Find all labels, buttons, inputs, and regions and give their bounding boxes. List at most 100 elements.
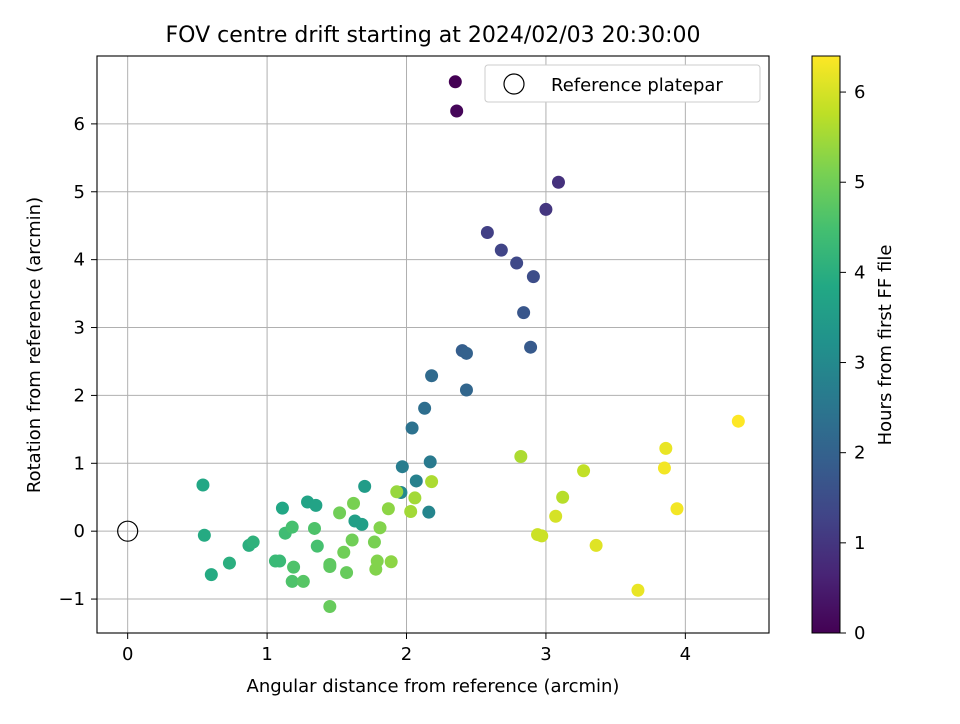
y-tick-label: 0 xyxy=(74,521,85,542)
data-point xyxy=(275,501,289,515)
data-point xyxy=(323,559,337,573)
data-point xyxy=(287,560,301,574)
data-point xyxy=(196,478,210,492)
data-point xyxy=(390,485,404,499)
data-point xyxy=(556,490,570,504)
colorbar-tick-label: 5 xyxy=(854,172,865,193)
data-point xyxy=(323,600,337,614)
data-point xyxy=(510,256,524,270)
data-point xyxy=(589,538,603,552)
colorbar-tick-label: 4 xyxy=(854,262,865,283)
data-point xyxy=(358,479,372,493)
data-point xyxy=(418,401,432,415)
colorbar-tick-label: 6 xyxy=(854,82,865,103)
legend-box xyxy=(484,64,761,103)
colorbar-tick-label: 3 xyxy=(854,353,865,374)
data-point xyxy=(526,270,540,284)
data-point xyxy=(425,475,439,489)
legend-label-reference: Reference platepar xyxy=(551,75,723,96)
x-tick-label: 3 xyxy=(540,644,551,665)
data-point xyxy=(448,75,462,89)
y-tick-label: 5 xyxy=(74,182,85,203)
colorbar-label: Hours from first FF file xyxy=(875,245,896,446)
data-point xyxy=(524,340,538,354)
data-point xyxy=(549,509,563,523)
data-point xyxy=(310,539,324,553)
data-point xyxy=(296,574,310,588)
data-point xyxy=(404,504,418,518)
data-point xyxy=(345,533,359,547)
data-point xyxy=(285,574,299,588)
data-point xyxy=(631,583,645,597)
data-point xyxy=(309,498,323,512)
x-tick-label: 0 xyxy=(122,644,133,665)
data-point xyxy=(395,460,409,474)
data-point xyxy=(480,225,494,239)
data-point xyxy=(381,502,395,516)
data-point xyxy=(425,369,439,383)
colorbar-ticks: 0 1 2 3 4 5 6 xyxy=(840,82,865,644)
data-point xyxy=(337,545,351,559)
data-point xyxy=(423,455,437,469)
data-point xyxy=(333,506,347,520)
legend-marker-reference xyxy=(503,73,525,95)
colorbar-gradient xyxy=(811,55,841,634)
data-point xyxy=(731,414,745,428)
x-tick-label: 2 xyxy=(401,644,412,665)
colorbar-tick-label: 1 xyxy=(854,533,865,554)
data-point xyxy=(347,496,361,510)
y-tick-label: 3 xyxy=(74,318,85,339)
colorbar: 0 1 2 3 4 5 6 Hours from first FF file xyxy=(811,55,896,644)
data-point xyxy=(369,562,383,576)
plot-frame xyxy=(96,55,770,634)
data-point xyxy=(459,383,473,397)
data-point xyxy=(494,243,508,257)
y-axis-label: Rotation from reference (arcmin) xyxy=(24,197,45,493)
data-point xyxy=(273,554,287,568)
grid-lines xyxy=(97,56,769,633)
y-tick-label: −1 xyxy=(58,589,85,610)
data-point xyxy=(285,520,299,534)
data-point xyxy=(551,175,565,189)
data-point xyxy=(657,461,671,475)
x-axis-ticks: 0 1 2 3 4 xyxy=(122,633,691,665)
data-point xyxy=(422,505,436,519)
y-tick-label: 4 xyxy=(74,250,85,271)
data-point xyxy=(514,450,528,464)
data-point xyxy=(670,502,684,516)
data-point xyxy=(659,441,673,455)
data-point xyxy=(408,491,422,505)
data-point xyxy=(409,474,423,488)
y-axis-ticks: −1 0 1 2 3 4 5 6 xyxy=(58,114,97,610)
legend: Reference platepar xyxy=(484,64,761,103)
reference-marker xyxy=(117,520,139,542)
data-point xyxy=(307,521,321,535)
data-point xyxy=(373,521,387,535)
colorbar-tick-label: 2 xyxy=(854,443,865,464)
data-point xyxy=(222,556,236,570)
data-point xyxy=(517,306,531,320)
data-point xyxy=(204,568,218,582)
colorbar-tick-label: 0 xyxy=(854,623,865,644)
y-tick-label: 1 xyxy=(74,453,85,474)
x-axis-label: Angular distance from reference (arcmin) xyxy=(247,676,620,697)
data-point xyxy=(384,555,398,569)
data-point xyxy=(367,535,381,549)
data-point xyxy=(450,104,464,118)
chart-title: FOV centre drift starting at 2024/02/03 … xyxy=(166,23,701,48)
x-tick-label: 1 xyxy=(261,644,272,665)
data-point xyxy=(340,566,354,580)
data-point xyxy=(539,202,553,216)
x-tick-label: 4 xyxy=(680,644,691,665)
y-tick-label: 6 xyxy=(74,114,85,135)
data-point xyxy=(535,529,549,543)
data-point xyxy=(348,514,362,528)
data-point xyxy=(459,346,473,360)
y-tick-label: 2 xyxy=(74,385,85,406)
data-point xyxy=(246,535,260,549)
data-point xyxy=(197,528,211,542)
data-point xyxy=(577,464,591,478)
data-points xyxy=(117,75,745,614)
data-point xyxy=(405,421,419,435)
